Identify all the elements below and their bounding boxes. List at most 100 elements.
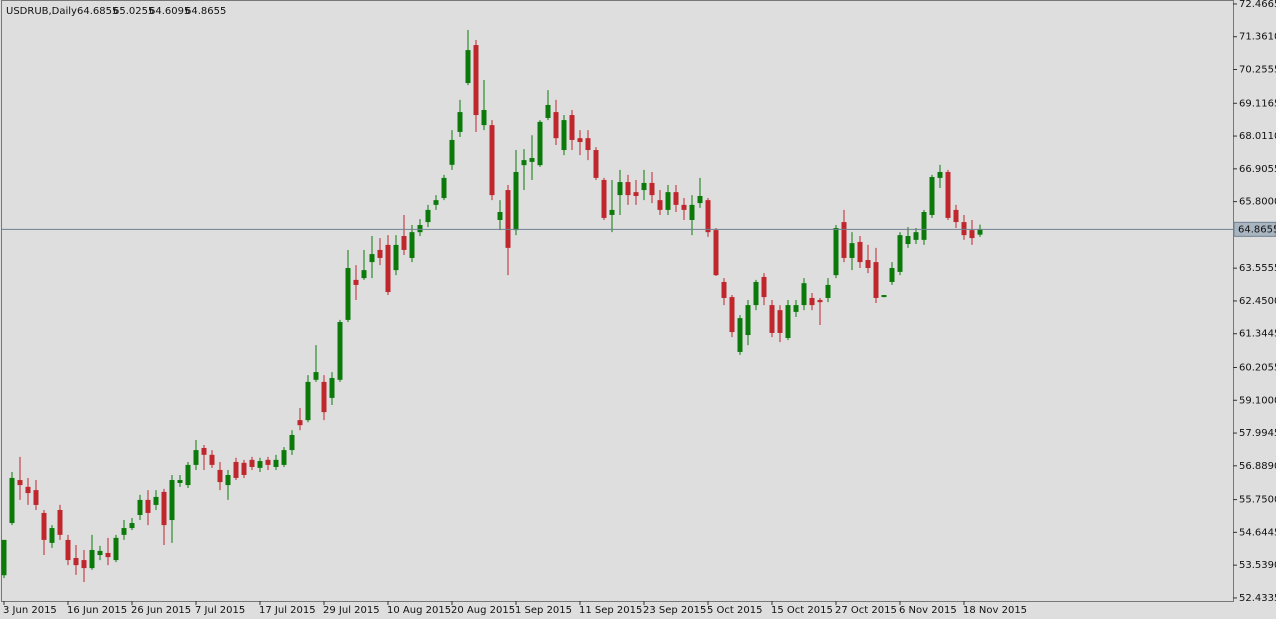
header-high: 65.0255 xyxy=(113,6,154,17)
candle-body xyxy=(545,104,551,119)
candle-body xyxy=(441,177,447,199)
candle-body xyxy=(449,139,455,165)
candle-body xyxy=(9,477,15,524)
candle-body xyxy=(737,318,743,352)
candle-body xyxy=(889,268,895,282)
candle-body xyxy=(921,211,927,240)
candle-body xyxy=(241,462,247,475)
x-tick-label: 29 Jul 2015 xyxy=(323,605,380,616)
x-tick-label: 15 Oct 2015 xyxy=(771,605,833,616)
x-tick-label: 6 Nov 2015 xyxy=(899,605,957,616)
candle-body xyxy=(1,539,7,576)
candle-body xyxy=(217,469,223,483)
candle-body xyxy=(33,490,39,505)
candle-body xyxy=(313,372,319,380)
candle-body xyxy=(529,158,535,162)
y-tick-label: 59.1000 xyxy=(1239,395,1276,406)
candle-body xyxy=(785,305,791,339)
candle-body xyxy=(793,305,799,312)
header-open: 64.6855 xyxy=(77,6,118,17)
x-tick-label: 27 Oct 2015 xyxy=(835,605,897,616)
y-tick-label: 66.9055 xyxy=(1239,164,1276,175)
candle-body xyxy=(281,450,287,465)
candle-body xyxy=(809,297,815,306)
candle-body xyxy=(105,552,111,558)
candle-body xyxy=(49,528,55,543)
candle-body xyxy=(465,50,471,84)
candle-body xyxy=(585,138,591,151)
candle-body xyxy=(129,523,135,529)
candle-body xyxy=(233,461,239,478)
candle-body xyxy=(57,509,63,535)
candle-body xyxy=(289,434,295,451)
candle-body xyxy=(329,378,335,398)
x-tick-label: 18 Nov 2015 xyxy=(963,605,1027,616)
candle-body xyxy=(761,276,767,298)
candle-body xyxy=(689,204,695,221)
candle-body xyxy=(865,260,871,269)
candle-body xyxy=(697,195,703,204)
candle-body xyxy=(193,450,199,465)
y-tick-label: 55.7500 xyxy=(1239,495,1276,506)
y-tick-label: 63.5555 xyxy=(1239,263,1276,274)
y-tick-label: 56.8890 xyxy=(1239,461,1276,472)
candle-body xyxy=(169,480,175,521)
candle-body xyxy=(577,138,583,143)
candle-body xyxy=(265,459,271,465)
candle-body xyxy=(833,228,839,276)
candle-body xyxy=(97,550,103,556)
candle-body xyxy=(745,305,751,336)
candle-body xyxy=(937,171,943,178)
y-tick-label: 65.8000 xyxy=(1239,197,1276,208)
candle-body xyxy=(825,284,831,298)
header-low: 64.6095 xyxy=(149,6,190,17)
candle-body xyxy=(905,236,911,245)
candle-body xyxy=(665,192,671,210)
candle-body xyxy=(849,243,855,258)
candle-body xyxy=(713,230,719,276)
x-tick-label: 5 Oct 2015 xyxy=(707,605,762,616)
candle-body xyxy=(417,225,423,233)
candle-body xyxy=(225,474,231,486)
candle-body xyxy=(609,209,615,215)
candle-body xyxy=(513,171,519,231)
y-tick-label: 72.4665 xyxy=(1239,0,1276,10)
candle-body xyxy=(857,241,863,263)
candle-body xyxy=(161,491,167,526)
candle-body xyxy=(249,459,255,467)
candle-body xyxy=(553,112,559,139)
chart-title: USDRUB,Daily xyxy=(6,6,77,17)
candle-body xyxy=(929,177,935,215)
candle-body xyxy=(209,454,215,465)
candle-body xyxy=(353,279,359,285)
candle-body xyxy=(801,283,807,306)
candle-body xyxy=(65,539,71,561)
price-label-box xyxy=(1233,221,1276,237)
candle-body xyxy=(753,281,759,306)
x-tick-label: 16 Jun 2015 xyxy=(67,605,127,616)
candle-body xyxy=(569,115,575,140)
x-tick-label: 10 Aug 2015 xyxy=(387,605,451,616)
candle-body xyxy=(361,270,367,279)
candle-body xyxy=(297,420,303,426)
candle-body xyxy=(721,281,727,298)
candle-body xyxy=(777,310,783,333)
candle-body xyxy=(497,211,503,221)
candle-body xyxy=(89,550,95,569)
candle-body xyxy=(473,45,479,116)
candle-body xyxy=(873,262,879,298)
candle-body xyxy=(945,171,951,218)
candle-body xyxy=(145,499,151,513)
candle-body xyxy=(273,459,279,467)
candle-body xyxy=(505,190,511,248)
candle-body xyxy=(913,232,919,240)
header-close: 64.8655 xyxy=(185,6,226,17)
x-tick-label: 11 Sep 2015 xyxy=(579,605,642,616)
candle-body xyxy=(593,150,599,178)
candle-body xyxy=(969,230,975,239)
candle-body xyxy=(961,222,967,236)
candle-body xyxy=(633,192,639,196)
